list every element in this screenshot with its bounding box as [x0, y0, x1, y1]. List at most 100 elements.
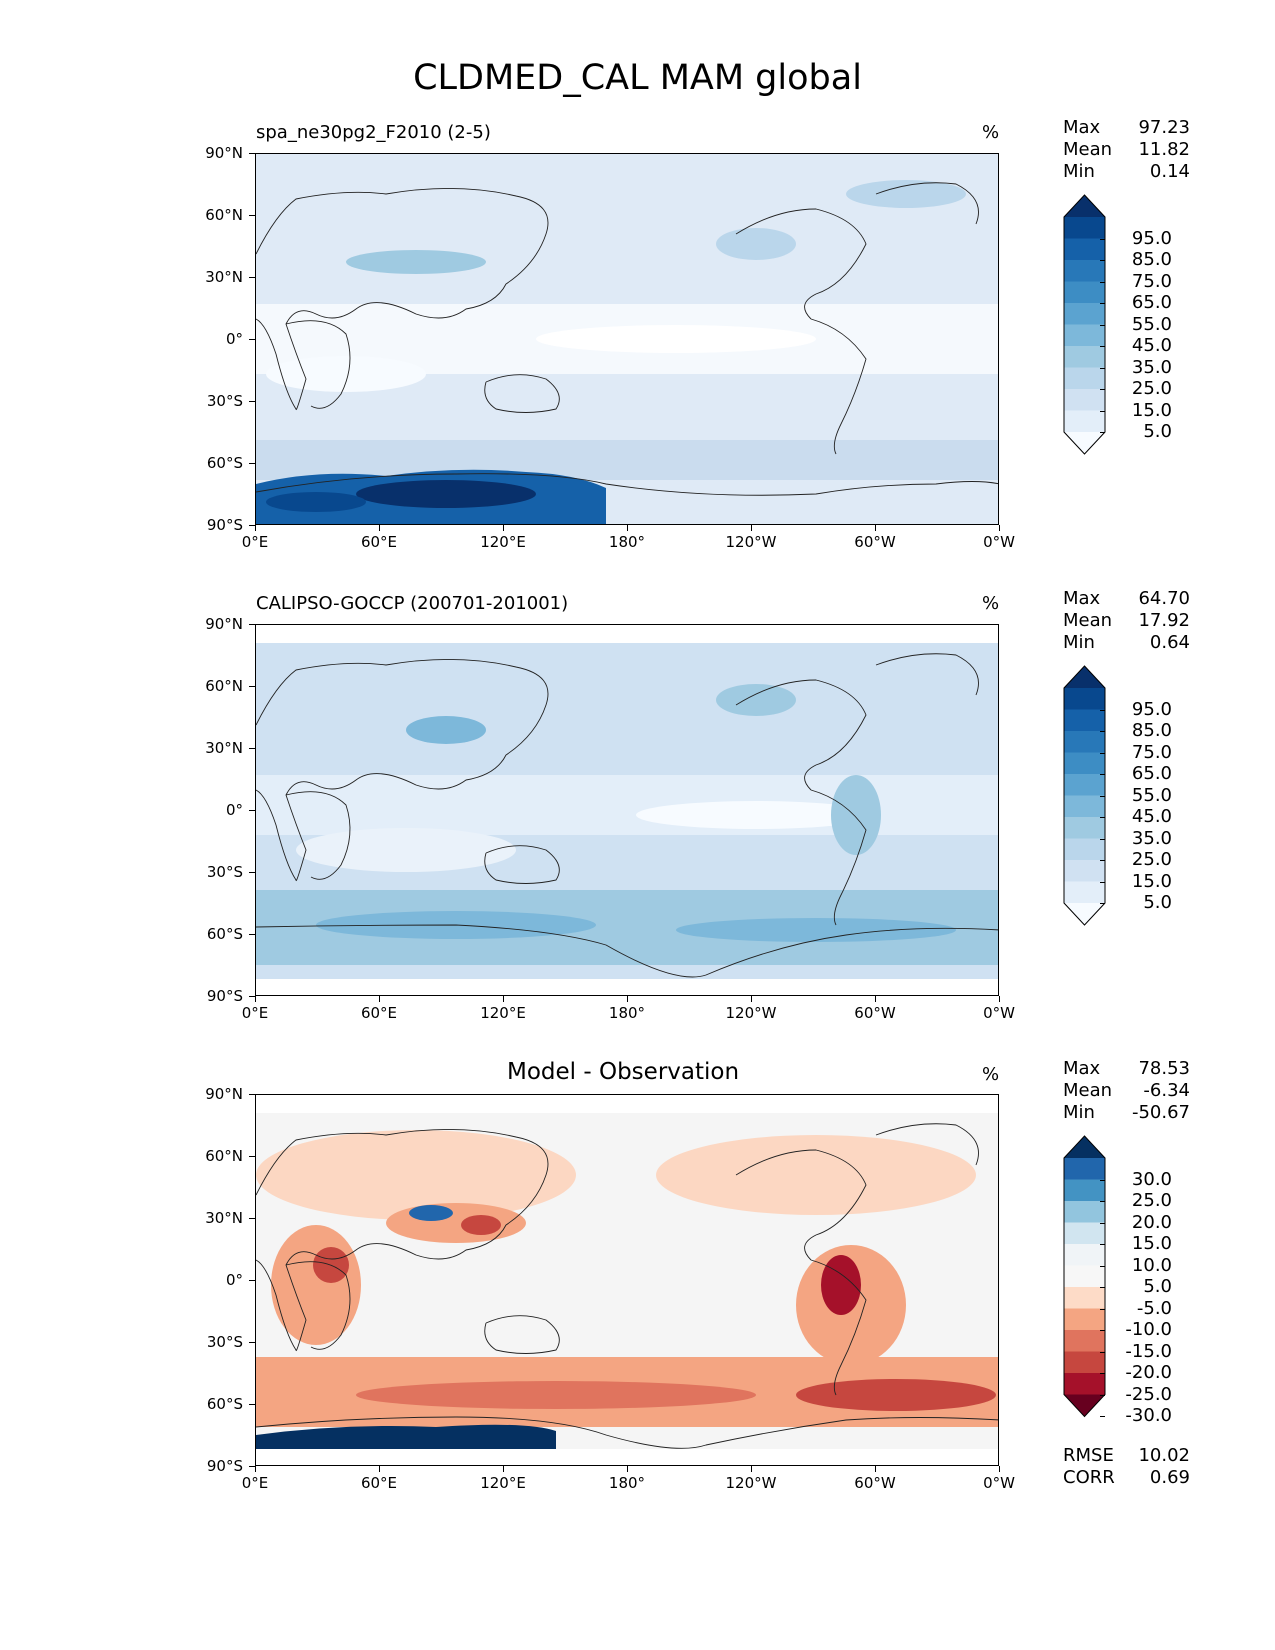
lon-tick-mark [874, 525, 876, 531]
lat-tick-mark [249, 152, 255, 154]
colorbar-tick [1100, 752, 1105, 754]
colorbar-band [1064, 1158, 1105, 1180]
colorbar-tick [1100, 303, 1105, 304]
lon-tick-label: 120°W [725, 1004, 777, 1022]
lat-tick-mark [249, 623, 255, 625]
colorbar-band [1064, 1287, 1105, 1309]
map-3-antarctic-positive [256, 1424, 556, 1449]
lat-tick-label: 60°N [205, 1147, 243, 1165]
colorbar-band [1064, 367, 1105, 390]
colorbar-label: 55.0 [1131, 784, 1172, 806]
colorbar-extend-bottom [1064, 432, 1105, 454]
colorbar-band [1064, 1373, 1105, 1395]
map-1-antarctic-max [356, 480, 536, 508]
lat-tick-mark [249, 685, 255, 687]
colorbar-label: 95.0 [1131, 698, 1172, 720]
map-2-clear-patch [636, 801, 876, 829]
lat-tick-mark [249, 1093, 255, 1095]
lat-tick-mark [249, 933, 255, 935]
colorbar-tick [1100, 795, 1105, 797]
colorbar-band [1064, 303, 1105, 325]
colorbar-label: 20.0 [1131, 1211, 1172, 1233]
colorbar-band [1064, 838, 1105, 861]
colorbar-tick [1100, 346, 1105, 347]
colorbar-label: 95.0 [1131, 227, 1172, 249]
colorbar-tick [1100, 238, 1105, 240]
colorbar-tick [1100, 324, 1105, 326]
lat-tick-label: 0° [225, 801, 243, 819]
map-2-coastlines [256, 653, 998, 978]
lon-tick-label: 120°E [480, 1474, 526, 1492]
colorbar-tick [1100, 367, 1105, 369]
colorbar-tick [1100, 1308, 1105, 1310]
lat-tick-label: 60°S [206, 1395, 243, 1413]
colorbar-tick [1100, 1416, 1105, 1417]
colorbar-label: 55.0 [1131, 313, 1172, 335]
lat-tick-mark [249, 1279, 255, 1281]
colorbar-tick [1100, 1179, 1105, 1181]
lat-tick-label: 30°S [206, 1333, 243, 1351]
lat-tick-label: 90°S [206, 516, 243, 534]
colorbar-tick [1100, 1222, 1105, 1224]
colorbar-extend-top [1064, 666, 1105, 688]
map-2-cloud-patch [406, 716, 486, 744]
colorbar-tick [1100, 410, 1105, 412]
colorbar-label: 5.0 [1143, 892, 1172, 913]
colorbar-extend-top [1064, 195, 1105, 217]
lon-tick-label: 120°E [480, 1004, 526, 1022]
panel-1-unit: % [982, 122, 1000, 143]
colorbar-tick [1100, 260, 1105, 261]
lat-tick-mark [249, 1403, 255, 1405]
colorbar-label: -10.0 [1125, 1319, 1172, 1340]
map-2-cloud-patch [716, 684, 796, 716]
lon-tick-mark [502, 996, 504, 1002]
colorbar-label: -15.0 [1125, 1340, 1172, 1362]
map-3-positive-patch [409, 1205, 453, 1221]
colorbar-3 [1063, 1135, 1106, 1418]
lat-tick-label: 90°S [206, 987, 243, 1005]
lon-tick-mark [874, 996, 876, 1002]
colorbar-1 [1063, 194, 1106, 455]
colorbar-label: 25.0 [1131, 1190, 1172, 1211]
map-3-bias-patch [656, 1135, 976, 1215]
colorbar-band [1064, 688, 1105, 710]
colorbar-tick [1100, 1287, 1105, 1288]
colorbar-band [1064, 795, 1105, 818]
lat-tick-label: 0° [225, 330, 243, 348]
colorbar-extend-bottom [1064, 1394, 1105, 1417]
map-1-clear-patch [536, 325, 816, 353]
colorbar-2 [1063, 665, 1106, 926]
lon-tick-mark [378, 996, 380, 1002]
lon-tick-label: 120°E [480, 533, 526, 551]
colorbar-band [1064, 1201, 1105, 1223]
map-1-cloud-patch [346, 250, 486, 274]
lon-tick-label: 60°W [854, 533, 896, 551]
colorbar-label: 85.0 [1131, 249, 1172, 270]
panel-2-unit: % [982, 593, 1000, 614]
colorbar-band [1064, 281, 1105, 304]
lon-tick-label: 60°E [360, 533, 398, 551]
colorbar-band [1064, 1330, 1105, 1352]
map-2-storm-track [676, 918, 956, 942]
colorbar-extend-top [1064, 1136, 1105, 1158]
map-3-bias-patch [256, 1130, 576, 1220]
lon-tick-label: 60°E [360, 1474, 398, 1492]
lon-tick-label: 0°W [983, 1004, 1015, 1022]
map-3-southern-band-core [796, 1379, 996, 1411]
colorbar-tick [1100, 774, 1105, 775]
map-3-samerica-bias [821, 1255, 861, 1315]
colorbar-band [1064, 774, 1105, 796]
map-3-southern-band-core [356, 1381, 756, 1409]
colorbar-band [1064, 1265, 1105, 1288]
lat-tick-label: 60°N [205, 677, 243, 695]
lat-tick-mark [249, 214, 255, 216]
colorbar-label: 25.0 [1131, 378, 1172, 399]
colorbar-outline [1063, 1135, 1106, 1418]
lat-tick-mark [249, 1217, 255, 1219]
lon-tick-label: 180° [608, 1474, 646, 1492]
panel-3-map [255, 1094, 999, 1466]
lon-tick-label: 60°E [360, 1004, 398, 1022]
lon-tick-label: 60°W [854, 1004, 896, 1022]
colorbar-tick [1100, 838, 1105, 840]
lon-tick-mark [378, 525, 380, 531]
